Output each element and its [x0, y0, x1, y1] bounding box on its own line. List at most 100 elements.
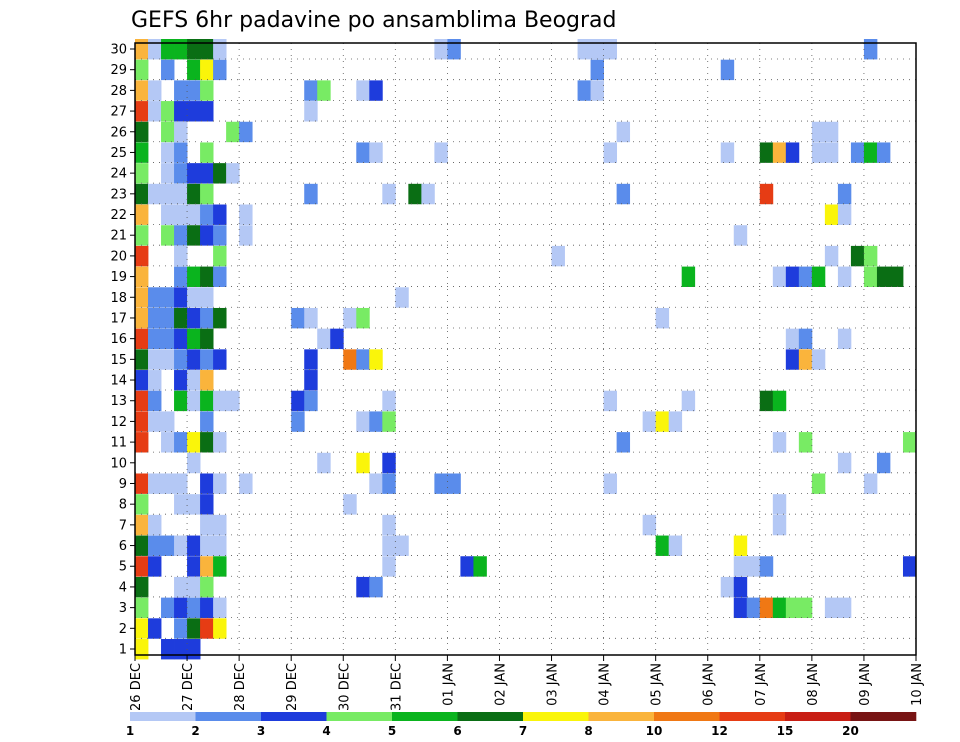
heatmap-cell [187, 556, 201, 577]
y-tick-label: 7 [119, 518, 127, 533]
heatmap-cell [811, 121, 826, 143]
heatmap-cell [655, 307, 670, 329]
heatmap-cell [291, 390, 305, 412]
heatmap-cell [161, 639, 175, 660]
legend-tick-label: 3 [257, 724, 265, 738]
heatmap-cell [148, 390, 162, 412]
y-tick-label: 27 [110, 105, 127, 120]
heatmap-cell [824, 597, 839, 619]
heatmap-cell [369, 411, 383, 432]
x-tick-label: 31 DEC [389, 663, 404, 711]
heatmap-cell [174, 576, 188, 598]
heatmap-cell [135, 39, 149, 60]
heatmap-cell [161, 101, 175, 122]
heatmap-cell [772, 142, 787, 163]
heatmap-cell [863, 39, 878, 60]
heatmap-cell [798, 432, 813, 453]
heatmap-cell [473, 556, 487, 577]
heatmap-cell [174, 307, 188, 329]
heatmap-cell [213, 245, 227, 267]
heatmap-cell [187, 59, 201, 81]
legend-swatch [523, 712, 589, 721]
heatmap-cell [876, 266, 891, 287]
heatmap-cell [382, 556, 396, 577]
x-tick-label: 30 DEC [337, 663, 352, 711]
heatmap-cell [187, 576, 201, 598]
heatmap-cell [174, 494, 188, 515]
y-tick-label: 14 [110, 374, 127, 389]
heatmap-cell [135, 121, 149, 143]
heatmap-cell [811, 349, 826, 370]
heatmap-cell [226, 390, 240, 412]
heatmap-cell [733, 597, 748, 619]
heatmap-cell [200, 266, 214, 287]
heatmap-cell [356, 142, 370, 163]
x-tick-label: 05 JAN [650, 663, 665, 706]
heatmap-cell [213, 204, 227, 225]
heatmap-cell [850, 245, 865, 267]
heatmap-cell [200, 597, 214, 619]
heatmap-cell [213, 432, 227, 453]
heatmap-cell [187, 80, 201, 101]
y-tick-label: 24 [110, 167, 127, 182]
heatmap-cell [343, 307, 357, 329]
heatmap-cell [187, 101, 201, 122]
heatmap-cell [148, 535, 162, 556]
heatmap-cell [200, 307, 214, 329]
heatmap-cell [317, 452, 331, 474]
heatmap-cell [824, 204, 839, 225]
heatmap-cell [213, 556, 227, 577]
heatmap-cell [369, 576, 383, 598]
heatmap-cell [681, 390, 696, 412]
heatmap-cell [226, 163, 240, 184]
heatmap-cell [200, 80, 214, 101]
heatmap-cell [174, 639, 188, 660]
heatmap-cell [603, 142, 618, 163]
heatmap-cell [317, 80, 331, 101]
heatmap-cell [135, 183, 149, 205]
heatmap-cell [174, 142, 188, 163]
heatmap-cell [135, 245, 149, 267]
heatmap-cell [213, 349, 227, 370]
heatmap-cell [356, 349, 370, 370]
heatmap-cell [161, 287, 175, 308]
heatmap-cell [616, 183, 631, 205]
heatmap-cell [135, 307, 149, 329]
heatmap-cell [174, 473, 188, 494]
heatmap-cell [785, 349, 800, 370]
heatmap-cell [187, 225, 201, 246]
heatmap-cell [304, 307, 318, 329]
heatmap-cell [837, 597, 852, 619]
heatmap-cell [213, 307, 227, 329]
heatmap-cell [590, 59, 604, 81]
heatmap-cell [135, 473, 149, 494]
heatmap-cell [213, 59, 227, 81]
heatmap-cell [642, 514, 657, 536]
heatmap-cell [772, 494, 787, 515]
heatmap-cell [577, 39, 591, 60]
y-tick-label: 11 [110, 436, 127, 451]
heatmap-cell [213, 473, 227, 494]
heatmap-cell [720, 576, 735, 598]
heatmap-cell [382, 390, 396, 412]
heatmap-cell [200, 556, 214, 577]
heatmap-cell [824, 121, 839, 143]
heatmap-cell [200, 473, 214, 494]
heatmap-cell [382, 514, 396, 536]
heatmap-cell [746, 597, 761, 619]
heatmap-cell [148, 183, 162, 205]
heatmap-cell [148, 39, 162, 60]
heatmap-cell [772, 597, 787, 619]
heatmap-cell [382, 452, 396, 474]
heatmap-cell [590, 80, 604, 101]
legend-tick-label: 4 [322, 724, 330, 738]
y-tick-label: 6 [119, 539, 127, 554]
heatmap-cell [356, 307, 370, 329]
heatmap-cell [213, 39, 227, 60]
heatmap-cell [200, 514, 214, 536]
heatmap-cell [174, 328, 188, 350]
heatmap-cell [187, 452, 201, 474]
y-tick-label: 19 [110, 270, 127, 285]
legend-swatch [588, 712, 655, 721]
y-tick-label: 18 [110, 291, 127, 306]
